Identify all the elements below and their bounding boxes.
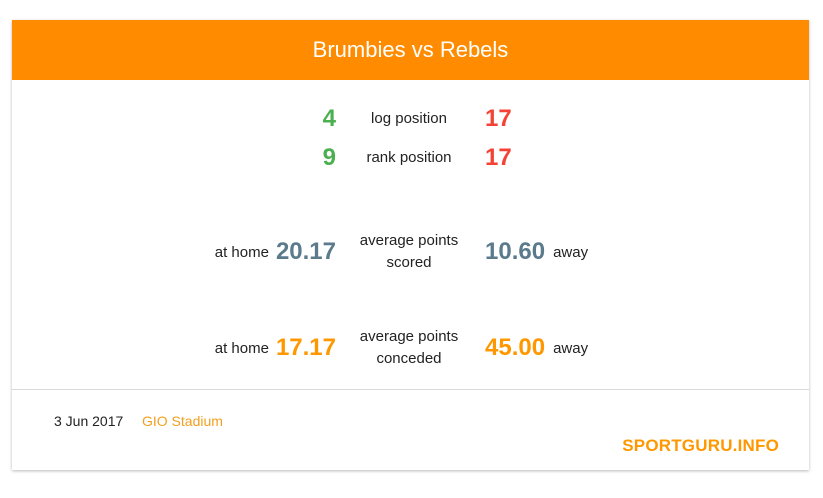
footer-divider bbox=[12, 389, 809, 390]
rank-position-label: rank position bbox=[366, 149, 452, 166]
scored-label-line2: scored bbox=[386, 254, 432, 271]
home-conceded-value: 17.17 bbox=[275, 334, 336, 361]
away-conceded-group: 45.00 away bbox=[485, 325, 685, 371]
home-scored-value: 20.17 bbox=[275, 238, 336, 265]
log-position-row: 4 log position 17 bbox=[12, 104, 809, 134]
home-scored-label: at home bbox=[214, 243, 269, 261]
conceded-label: average points conceded bbox=[344, 325, 474, 371]
brand-link[interactable]: SPORTGURU.INFO bbox=[622, 436, 779, 455]
home-log-position: 4 bbox=[322, 105, 336, 132]
away-log-position: 17 bbox=[485, 105, 512, 132]
away-scored-label: away bbox=[553, 243, 589, 261]
match-title: Brumbies vs Rebels bbox=[12, 20, 809, 80]
match-venue-link[interactable]: GIO Stadium bbox=[142, 413, 223, 429]
away-scored-group: 10.60 away bbox=[485, 229, 685, 275]
away-scored-value: 10.60 bbox=[485, 238, 546, 265]
away-conceded-label: away bbox=[553, 339, 589, 357]
conceded-label-line2: conceded bbox=[376, 350, 442, 367]
conceded-label-line1: average points bbox=[359, 328, 459, 345]
home-scored-group: at home 20.17 bbox=[136, 229, 336, 275]
home-rank-position: 9 bbox=[322, 144, 336, 171]
rank-position-row: 9 rank position 17 bbox=[12, 143, 809, 173]
log-position-label: log position bbox=[371, 110, 447, 127]
home-conceded-group: at home 17.17 bbox=[136, 325, 336, 371]
home-conceded-label: at home bbox=[214, 339, 269, 357]
points-conceded-row: at home 17.17 average points conceded 45… bbox=[12, 325, 809, 371]
away-rank-position: 17 bbox=[485, 144, 512, 171]
match-date: 3 Jun 2017 bbox=[54, 413, 124, 429]
scored-label: average points scored bbox=[344, 229, 474, 275]
points-scored-row: at home 20.17 average points scored 10.6… bbox=[12, 229, 809, 275]
away-conceded-value: 45.00 bbox=[485, 334, 546, 361]
match-card: Brumbies vs Rebels 4 log position 17 9 r… bbox=[12, 20, 809, 470]
scored-label-line1: average points bbox=[359, 232, 459, 249]
